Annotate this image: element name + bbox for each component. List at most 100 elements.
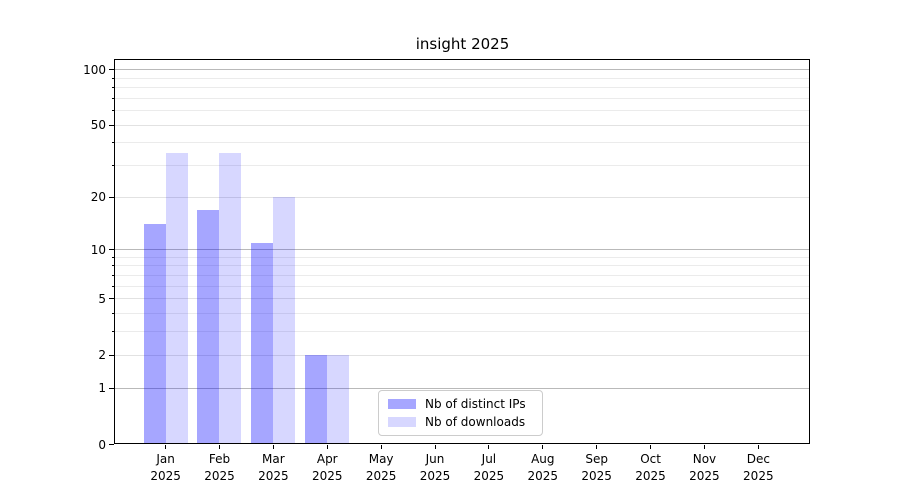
gridline-minor-7 (115, 275, 810, 277)
bar-nb-of-downloads-jan (165, 153, 188, 444)
y-tick-1 (109, 387, 114, 389)
x-tick-label-jun: Jun 2025 (405, 451, 465, 485)
x-tick-month-apr: Apr (316, 452, 338, 466)
gridline-minor-3 (115, 331, 810, 333)
gridline-minor-30 (115, 165, 810, 166)
y-tick-minor-4 (112, 313, 114, 315)
bar-nb-of-distinct-ips-mar (251, 242, 274, 444)
x-tick-jan (165, 445, 167, 449)
x-tick-month-jan: Jan (156, 452, 175, 466)
x-tick-month-may: May (368, 452, 394, 466)
gridline-minor-60 (115, 110, 810, 111)
x-tick-label-dec: Dec 2025 (728, 451, 788, 485)
y-tick-minor-60 (112, 110, 114, 111)
x-tick-year-apr: 2025 (311, 469, 343, 483)
bar-nb-of-downloads-feb (219, 153, 242, 444)
gridline-5 (115, 298, 810, 300)
x-tick-year-sep: 2025 (581, 469, 612, 483)
x-tick-month-sep: Sep (585, 452, 608, 466)
x-tick-month-nov: Nov (692, 452, 717, 466)
y-tick-minor-9 (112, 256, 114, 258)
y-tick-100 (109, 69, 114, 71)
gridline-minor-6 (115, 285, 810, 287)
legend-swatch-downloads (388, 417, 416, 427)
x-tick-year-oct: 2025 (635, 469, 666, 483)
x-tick-label-jul: Jul 2025 (459, 451, 519, 485)
gridline-50 (115, 124, 810, 126)
y-tick-label-50: 50 (90, 118, 106, 133)
gridline-minor-40 (115, 142, 810, 144)
x-tick-month-jun: Jun (425, 452, 445, 466)
gridline-minor-4 (115, 313, 810, 315)
x-tick-year-feb: 2025 (204, 469, 235, 483)
x-tick-year-jan: 2025 (150, 469, 181, 483)
x-tick-year-jul: 2025 (473, 469, 505, 483)
legend-item-distinct-ips: Nb of distinct IPs (388, 397, 542, 411)
x-tick-label-nov: Nov 2025 (674, 451, 734, 485)
x-tick-oct (650, 445, 652, 449)
y-tick-0 (109, 444, 114, 445)
legend-label-distinct-ips: Nb of distinct IPs (425, 397, 526, 411)
y-tick-2 (109, 354, 114, 356)
legend-swatch-distinct-ips (388, 399, 416, 409)
x-tick-label-oct: Oct 2025 (621, 451, 681, 485)
gridline-minor-9 (115, 256, 810, 258)
x-tick-label-jan: Jan 2025 (136, 451, 196, 485)
x-tick-mar (272, 445, 274, 449)
gridline-20 (115, 196, 810, 198)
y-tick-label-100: 100 (83, 62, 106, 77)
x-tick-year-dec: 2025 (743, 469, 774, 483)
x-tick-label-may: May 2025 (351, 451, 411, 485)
x-tick-year-mar: 2025 (258, 469, 289, 483)
x-tick-year-may: 2025 (365, 469, 397, 483)
gridline-minor-90 (115, 77, 810, 79)
x-tick-month-mar: Mar (262, 452, 285, 466)
x-tick-jul (488, 445, 490, 449)
y-tick-minor-90 (112, 77, 114, 79)
x-tick-label-apr: Apr 2025 (297, 451, 357, 485)
y-tick-label-0: 0 (98, 437, 106, 452)
x-tick-feb (218, 445, 220, 449)
y-tick-minor-3 (112, 331, 114, 333)
legend-label-downloads: Nb of downloads (425, 415, 526, 429)
y-tick-minor-80 (112, 86, 114, 88)
y-tick-20 (109, 196, 114, 198)
y-tick-minor-30 (112, 165, 114, 166)
x-tick-label-feb: Feb 2025 (189, 451, 249, 485)
bar-nb-of-downloads-apr (327, 355, 350, 444)
x-tick-month-oct: Oct (640, 452, 661, 466)
legend-item-downloads: Nb of downloads (388, 415, 542, 429)
y-tick-label-5: 5 (98, 291, 106, 306)
gridline-1 (115, 387, 810, 389)
x-tick-label-aug: Aug 2025 (513, 451, 573, 485)
gridline-2 (115, 354, 810, 356)
y-tick-10 (109, 249, 114, 251)
x-tick-nov (703, 445, 705, 449)
bar-nb-of-distinct-ips-feb (197, 209, 220, 444)
y-tick-label-1: 1 (98, 381, 106, 396)
x-tick-year-aug: 2025 (527, 469, 559, 483)
gridline-100 (115, 69, 810, 71)
chart-title: insight 2025 (415, 35, 510, 53)
gridline-minor-80 (115, 86, 810, 88)
x-tick-may (380, 445, 382, 449)
x-tick-month-aug: Aug (531, 452, 555, 466)
x-tick-month-feb: Feb (208, 452, 231, 466)
x-tick-month-jul: Jul (481, 452, 497, 466)
x-tick-year-nov: 2025 (689, 469, 720, 483)
legend: Nb of distinct IPs Nb of downloads (378, 390, 543, 436)
x-tick-year-jun: 2025 (419, 469, 451, 483)
y-tick-50 (109, 124, 114, 126)
x-tick-aug (542, 445, 544, 449)
y-tick-minor-8 (112, 265, 114, 267)
x-tick-apr (326, 445, 328, 449)
y-tick-minor-6 (112, 285, 114, 287)
gridline-minor-70 (115, 97, 810, 99)
bar-nb-of-downloads-mar (273, 197, 296, 444)
y-tick-5 (109, 298, 114, 300)
